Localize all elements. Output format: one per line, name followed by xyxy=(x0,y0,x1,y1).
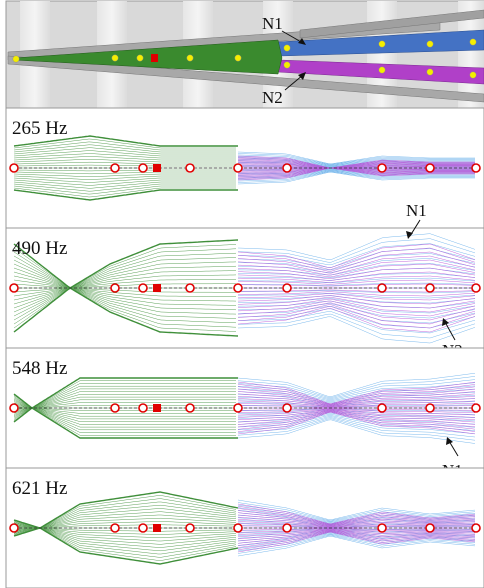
sensor-circle xyxy=(471,163,481,173)
grey-rail-upper-right xyxy=(299,9,484,39)
sensor-circle xyxy=(282,403,292,413)
sensor-circle xyxy=(425,403,435,413)
excitation-square xyxy=(153,524,161,532)
sensor-circle xyxy=(138,163,148,173)
arrow-n2 xyxy=(444,321,456,341)
label-n2-top: N2 xyxy=(262,88,283,107)
sensor-circle xyxy=(185,163,195,173)
sensor-circle xyxy=(233,283,243,293)
green-boundary xyxy=(13,239,239,289)
green-boundary xyxy=(13,287,239,337)
sensor-circle xyxy=(233,403,243,413)
sensor-circle xyxy=(138,403,148,413)
sensor-circle xyxy=(233,163,243,173)
sensor-circle xyxy=(110,523,120,533)
sensor-circle xyxy=(377,523,387,533)
sensor-points xyxy=(12,38,477,79)
sensor-circle xyxy=(138,283,148,293)
sensor-circle xyxy=(282,283,292,293)
sensor-circle xyxy=(377,283,387,293)
frequency-label: 548 Hz xyxy=(12,358,67,379)
arrowhead-n1 xyxy=(446,437,453,445)
frequency-label: 621 Hz xyxy=(12,478,67,499)
arrowhead-n1-top xyxy=(298,38,306,45)
track-panel: N1 N2 xyxy=(5,0,484,109)
sensor-circle xyxy=(138,523,148,533)
excitation-square xyxy=(153,404,161,412)
sensor-circle xyxy=(377,163,387,173)
sensor-circle xyxy=(9,523,19,533)
excitation-square xyxy=(153,284,161,292)
sensor-circle xyxy=(471,283,481,293)
arrowhead-n2-top xyxy=(298,72,306,80)
sensor-circle xyxy=(185,403,195,413)
blue-envelope xyxy=(237,372,476,444)
green-boundary xyxy=(13,491,239,529)
excitation-square xyxy=(153,164,161,172)
sensor-circle xyxy=(185,523,195,533)
green-boundary xyxy=(13,377,238,409)
green-boundary xyxy=(13,189,238,201)
green-boundary xyxy=(13,407,238,439)
magenta-envelope xyxy=(237,243,476,333)
arrowhead-n2 xyxy=(442,318,449,326)
sensor-circle xyxy=(110,163,120,173)
green-envelope xyxy=(13,377,236,439)
sensor-circle xyxy=(282,523,292,533)
sensor-circle xyxy=(233,523,243,533)
magenta-envelope xyxy=(237,381,476,435)
label-n1-top: N1 xyxy=(262,14,283,33)
arrowhead-n1 xyxy=(406,231,413,239)
arrow-n1 xyxy=(448,440,459,457)
sensor-circle xyxy=(110,283,120,293)
green-boundary xyxy=(13,527,239,565)
mode-panel-4: 621 Hz xyxy=(5,467,484,588)
frequency-label: 265 Hz xyxy=(12,118,67,139)
sensor-circle xyxy=(377,403,387,413)
green-boundary xyxy=(13,135,238,147)
sensor-circle xyxy=(9,163,19,173)
sensor-circle xyxy=(425,163,435,173)
sensor-circle xyxy=(110,403,120,413)
mode-panel-2: 490 HzN1N2 xyxy=(5,201,484,360)
sensor-circle xyxy=(185,283,195,293)
sensor-circle xyxy=(425,523,435,533)
sensor-circle xyxy=(471,403,481,413)
green-envelope xyxy=(13,491,237,565)
mode-panel-1: 265 Hz xyxy=(5,107,484,229)
sensor-circle xyxy=(9,283,19,293)
sensor-circle xyxy=(282,163,292,173)
sensor-circle xyxy=(9,403,19,413)
grey-stock-rail-lower xyxy=(7,55,484,103)
excitation-marker xyxy=(151,54,158,62)
frequency-label: 490 Hz xyxy=(12,238,67,259)
label-n1: N1 xyxy=(406,201,427,220)
arrow-n2-top xyxy=(284,74,304,91)
sensor-circle xyxy=(471,523,481,533)
arrow-n1-top xyxy=(281,30,304,44)
sensor-circle xyxy=(425,283,435,293)
